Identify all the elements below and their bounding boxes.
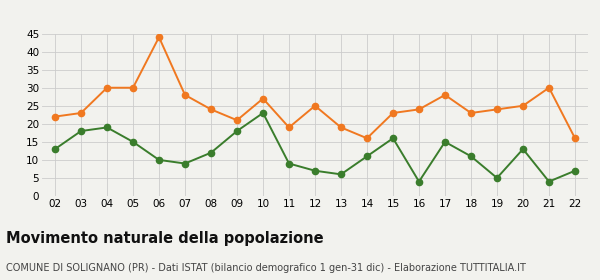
Text: COMUNE DI SOLIGNANO (PR) - Dati ISTAT (bilancio demografico 1 gen-31 dic) - Elab: COMUNE DI SOLIGNANO (PR) - Dati ISTAT (b… — [6, 263, 526, 273]
Text: Movimento naturale della popolazione: Movimento naturale della popolazione — [6, 231, 323, 246]
